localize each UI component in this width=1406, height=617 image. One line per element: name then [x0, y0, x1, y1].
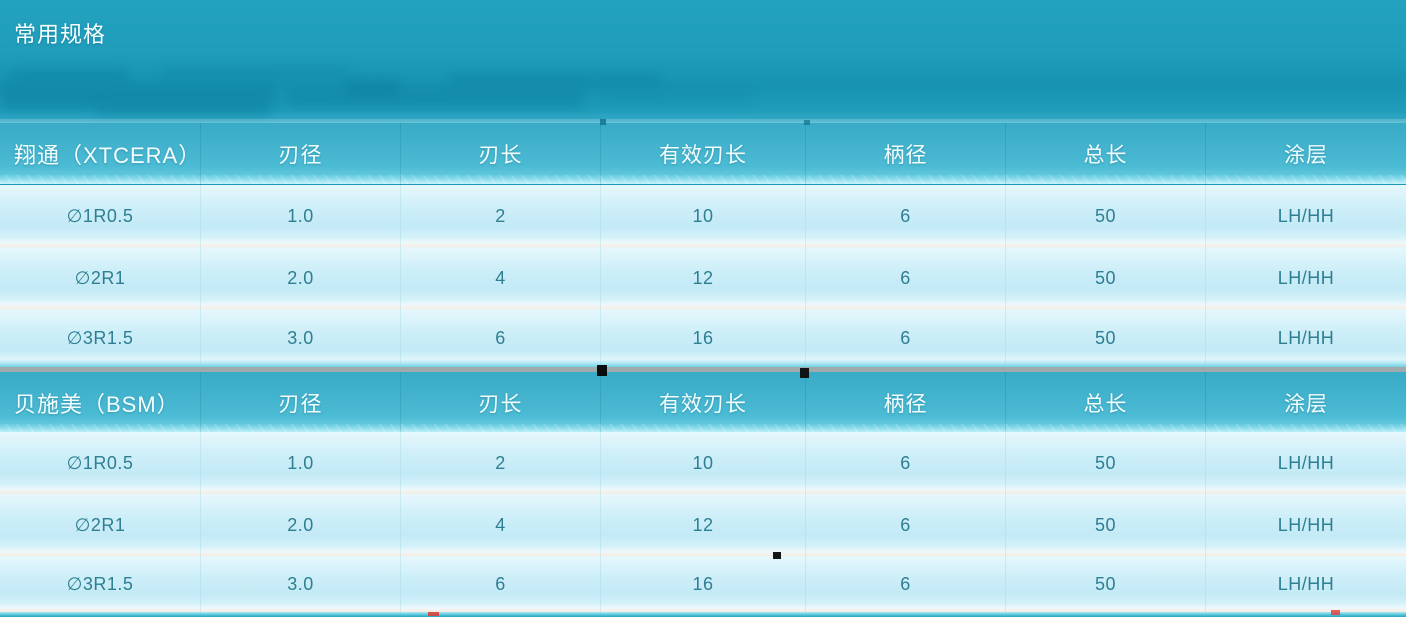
brand-header-cell: 贝施美（BSM）: [14, 391, 180, 417]
column-header-shank-diameter: 柄径: [805, 123, 1005, 184]
spec-cell: 2: [400, 432, 600, 494]
compression-artifact: [600, 119, 606, 125]
spec-cell-model: ∅3R1.5: [66, 328, 134, 348]
column-header-effective-length: 有效刃长: [600, 123, 805, 184]
column-header-total-length: 总长: [1005, 372, 1205, 433]
column-header-effective-length: 有效刃长: [600, 372, 805, 433]
compression-artifact: [804, 120, 810, 125]
spec-cell: 16: [600, 309, 805, 368]
spec-cell-model: ∅2R1: [74, 267, 126, 288]
spec-cell: 1.0: [200, 185, 400, 247]
spec-cell: 2.0: [200, 494, 400, 556]
blur-smudge: [10, 70, 130, 81]
column-header-shank-diameter: 柄径: [805, 372, 1005, 433]
compression-artifact: [597, 365, 607, 376]
column-header-blade-length: 刃长: [400, 123, 600, 184]
spec-cell: 6: [805, 185, 1005, 247]
table-divider: [0, 367, 1406, 372]
spec-cell: 6: [805, 494, 1005, 556]
spec-cell: 50: [1005, 185, 1205, 247]
table-header-xtcera: 翔通（XTCERA） 刃径 刃长 有效刃长 柄径 总长 涂层: [0, 123, 1406, 184]
column-header-total-length: 总长: [1005, 123, 1205, 184]
spec-cell: 2: [400, 185, 600, 247]
table-row: ∅3R1.5 3.0 6 16 6 50 LH/HH: [0, 309, 1406, 368]
compression-artifact: [773, 552, 781, 559]
spec-cell: 50: [1005, 494, 1205, 556]
bottom-edge-strip: [0, 612, 1406, 617]
spec-cell: 6: [805, 432, 1005, 494]
spec-cell: 12: [600, 247, 805, 309]
spec-cell: 3.0: [200, 556, 400, 612]
compression-artifact: [800, 368, 809, 378]
spec-cell-model: ∅1R0.5: [66, 452, 134, 473]
table-row: ∅1R0.5 1.0 2 10 6 50 LH/HH: [0, 185, 1406, 247]
spec-cell: LH/HH: [1205, 494, 1406, 556]
spec-cell-model: ∅1R0.5: [66, 205, 134, 226]
spec-cell: 6: [400, 309, 600, 368]
column-header-blade-diameter: 刃径: [200, 123, 400, 184]
spec-cell-model: ∅3R1.5: [66, 573, 134, 594]
spec-cell: 3.0: [200, 309, 400, 368]
table-row: ∅3R1.5 3.0 6 16 6 50 LH/HH: [0, 556, 1406, 612]
spec-cell: 1.0: [200, 432, 400, 494]
compression-artifact: [428, 612, 439, 616]
blur-smudge: [448, 74, 663, 85]
brand-header-cell: 翔通（XTCERA）: [14, 142, 202, 168]
blur-smudge: [0, 84, 275, 110]
spec-cell: 10: [600, 185, 805, 247]
spec-cell: LH/HH: [1205, 247, 1406, 309]
blur-smudge: [345, 80, 400, 94]
column-header-coating: 涂层: [1205, 372, 1406, 433]
blurred-text-band: [0, 56, 1406, 123]
spec-cell: 6: [805, 247, 1005, 309]
column-header-coating: 涂层: [1205, 123, 1406, 184]
blur-smudge: [95, 106, 270, 115]
column-header-blade-length: 刃长: [400, 372, 600, 433]
spec-cell: 4: [400, 494, 600, 556]
spec-cell: 10: [600, 432, 805, 494]
spec-cell: 50: [1005, 309, 1205, 368]
blur-smudge: [160, 68, 350, 78]
spec-cell: LH/HH: [1205, 432, 1406, 494]
spec-cell: 50: [1005, 556, 1205, 612]
spec-cell: 4: [400, 247, 600, 309]
spec-cell: 16: [600, 556, 805, 612]
spec-cell: 6: [805, 309, 1005, 368]
table-row: ∅1R0.5 1.0 2 10 6 50 LH/HH: [0, 432, 1406, 494]
spec-cell: 6: [400, 556, 600, 612]
table-row: ∅2R1 2.0 4 12 6 50 LH/HH: [0, 247, 1406, 309]
spec-cell: 2.0: [200, 247, 400, 309]
compression-artifact: [1331, 610, 1340, 615]
spec-cell: 6: [805, 556, 1005, 612]
table-row: ∅2R1 2.0 4 12 6 50 LH/HH: [0, 494, 1406, 556]
spec-cell: LH/HH: [1205, 309, 1406, 368]
column-header-blade-diameter: 刃径: [200, 372, 400, 433]
blur-smudge: [600, 90, 750, 102]
spec-cell: 50: [1005, 247, 1205, 309]
section-title-bar: 常用规格: [0, 0, 1406, 56]
table-top-seam: [0, 119, 1406, 123]
blur-smudge: [285, 88, 585, 108]
spec-cell: LH/HH: [1205, 556, 1406, 612]
section-title: 常用规格: [14, 22, 107, 47]
table-header-bsm: 贝施美（BSM） 刃径 刃长 有效刃长 柄径 总长 涂层: [0, 372, 1406, 433]
spec-cell-model: ∅2R1: [74, 514, 126, 535]
spec-cell: 12: [600, 494, 805, 556]
spec-cell: LH/HH: [1205, 185, 1406, 247]
spec-cell: 50: [1005, 432, 1205, 494]
